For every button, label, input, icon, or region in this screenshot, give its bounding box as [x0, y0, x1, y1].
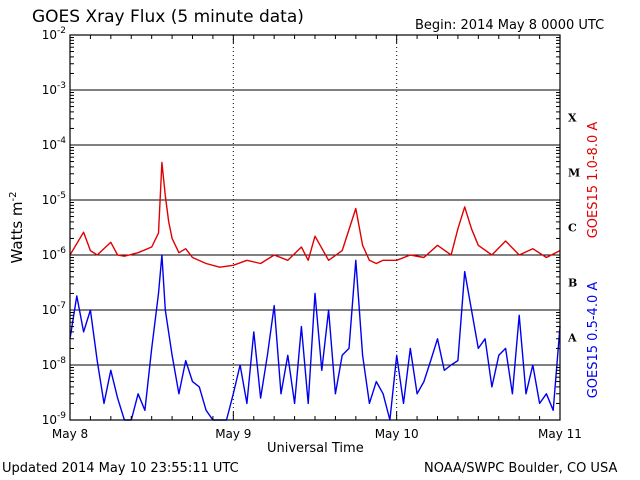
y-tick-label: 10-3 — [42, 81, 66, 97]
chart-ticks — [69, 35, 561, 420]
x-tick-label: May 9 — [215, 427, 251, 441]
credit-label: NOAA/SWPC Boulder, CO USA — [424, 461, 618, 476]
flare-class-label: C — [568, 222, 577, 235]
chart-grid — [70, 34, 560, 421]
x-tick-label: May 8 — [52, 427, 88, 441]
x-tick-label: May 11 — [538, 427, 582, 441]
y-tick-label: 10-2 — [42, 26, 66, 42]
x-tick-label: May 10 — [375, 427, 419, 441]
y-axis-label: Watts m-2 — [8, 191, 26, 263]
series-line-1 — [69, 161, 561, 268]
updated-label: Updated 2014 May 10 23:55:11 UTC — [2, 461, 239, 476]
begin-label: Begin: 2014 May 8 0000 UTC — [415, 18, 605, 33]
x-axis-label: Universal Time — [267, 441, 364, 456]
flare-class-label: A — [567, 332, 577, 345]
y-tick-label: 10-8 — [42, 356, 67, 372]
flare-class-label: B — [568, 277, 577, 290]
chart-labels: 10-9 10-8 10-7 10-6 10-5 10-4 10-3 10-2 May 8 May… — [8, 26, 601, 441]
y-tick-label: 10-4 — [42, 136, 67, 152]
y-tick-label: 10-5 — [42, 191, 66, 207]
chart-series — [69, 161, 561, 421]
flare-class-label: X — [568, 112, 577, 125]
series-legend-2: GOES15 0.5-4.0 A — [586, 282, 601, 399]
flare-class-label: M — [568, 167, 580, 180]
series-legend-1: GOES15 1.0-8.0 A — [586, 122, 601, 239]
y-tick-label: 10-6 — [42, 246, 67, 262]
series-line-2 — [69, 254, 561, 421]
chart-frame — [69, 34, 561, 421]
y-tick-label: 10-7 — [42, 301, 66, 317]
plot-frame — [69, 34, 561, 421]
y-tick-label: 10-9 — [42, 411, 67, 427]
chart-title: GOES Xray Flux (5 minute data) — [32, 7, 304, 27]
